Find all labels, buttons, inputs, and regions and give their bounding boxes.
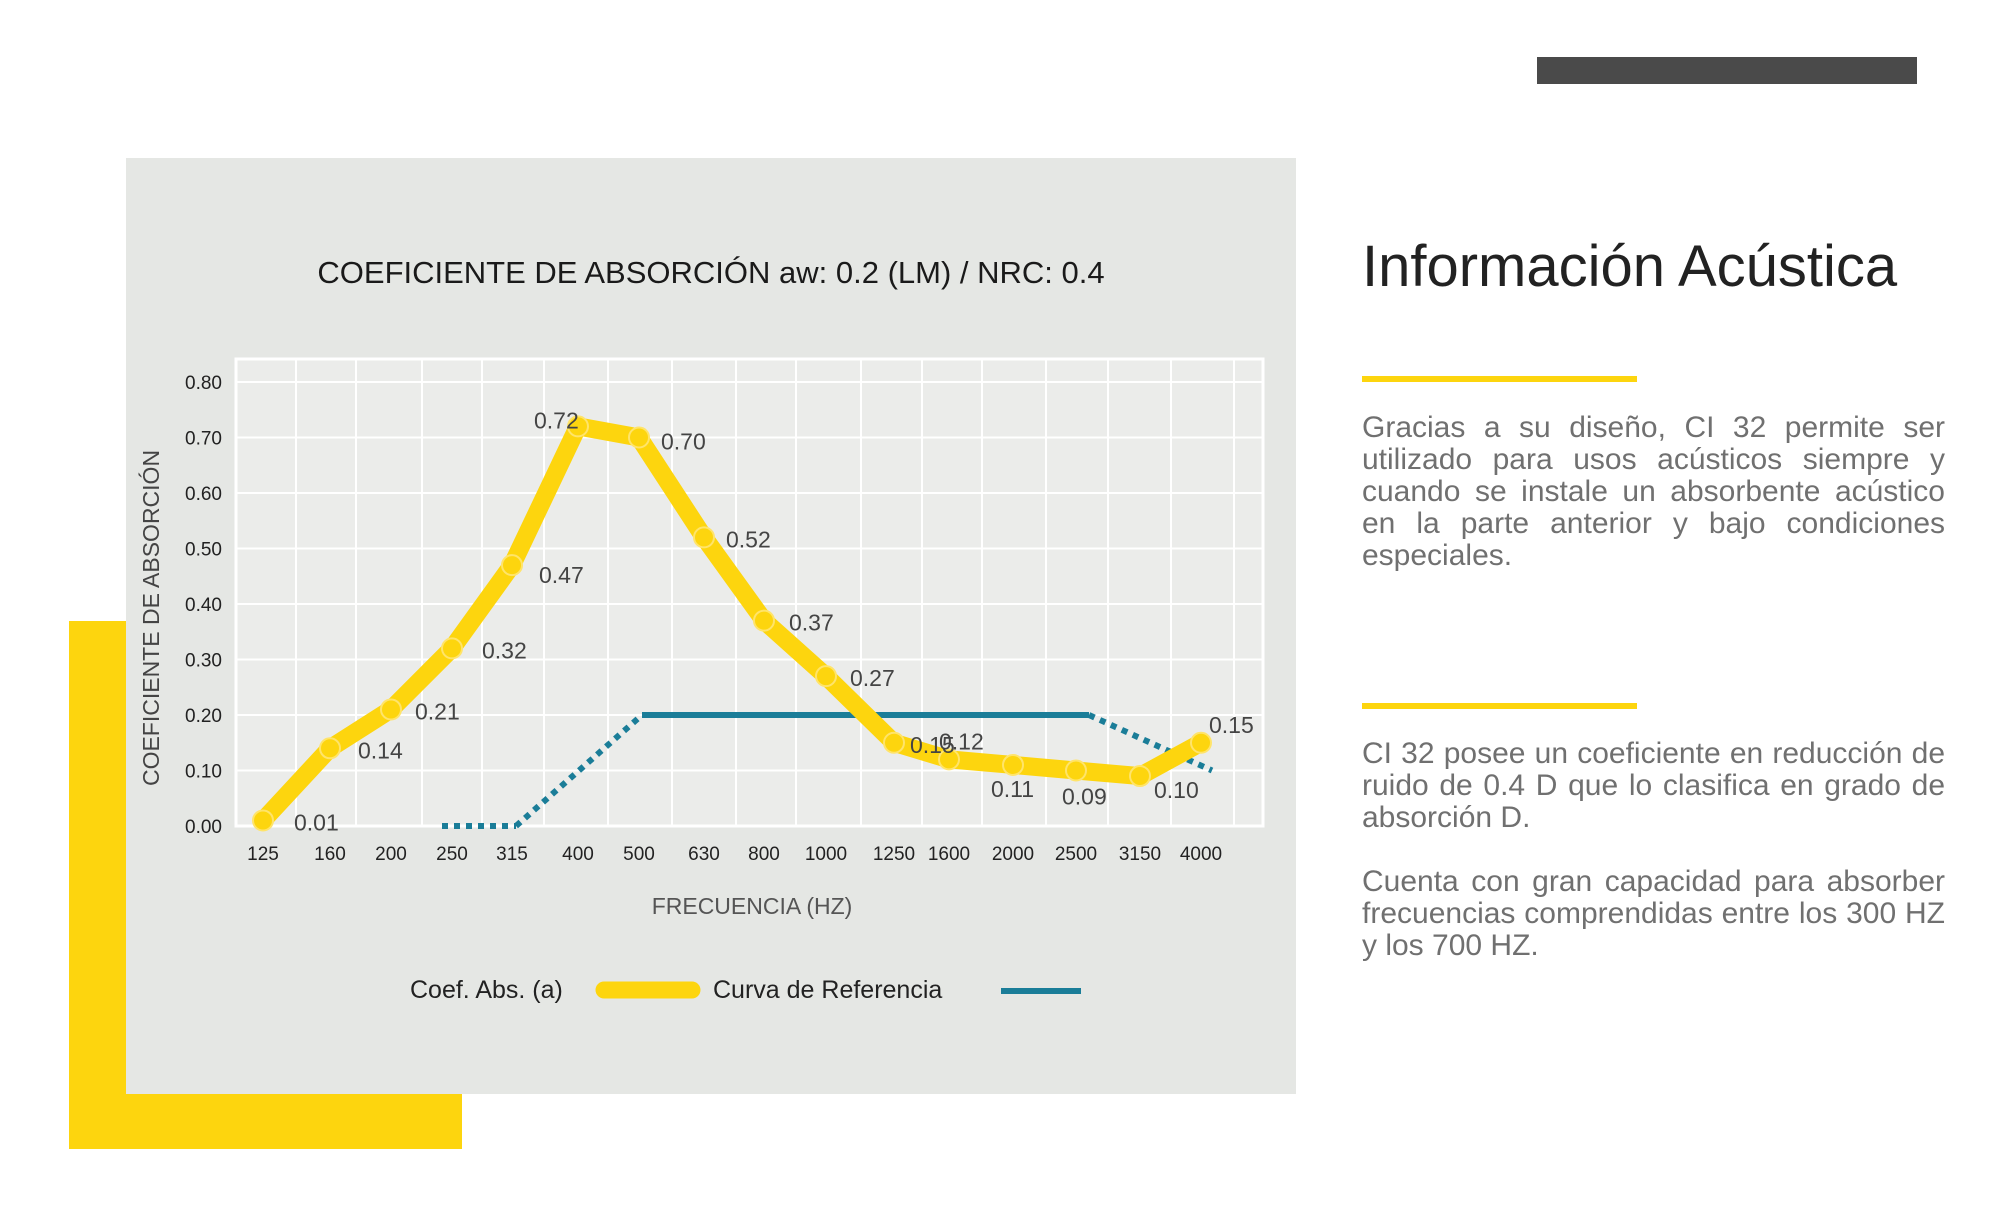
x-tick-label: 2500 [1055,844,1097,865]
coef-data-point [441,637,463,660]
data-label: 0.27 [850,665,895,691]
info-paragraph-1: Gracias a su diseño, CI 32 permite ser u… [1362,411,1945,572]
coef-data-point [883,731,905,754]
info-paragraph-3: Cuenta con gran capacidad para absorber … [1362,865,1945,962]
y-tick-label: 0.00 [185,817,222,838]
coef-series-line [254,417,1210,830]
data-label: 0.47 [539,562,584,588]
yellow-divider-2 [1362,703,1637,709]
legend-label-reference: Curva de Referencia [713,976,942,1004]
x-tick-label: 4000 [1180,844,1222,865]
data-label: 0.72 [534,407,579,433]
x-tick-label: 160 [314,844,346,865]
info-paragraph-2: CI 32 posee un coeficiente en reducción … [1362,737,1945,834]
data-label: 0.11 [991,776,1034,802]
data-label: 0.37 [789,610,834,636]
coef-data-point [938,748,960,771]
coef-data-point [815,665,837,688]
data-label: 0.21 [415,698,460,724]
reference-segment-dotted [514,712,644,829]
x-tick-label: 400 [562,844,594,865]
legend-label-coef: Coef. Abs. (a) [410,976,563,1004]
data-label: 0.70 [661,429,706,455]
x-tick-label: 1600 [928,844,970,865]
x-tick-label: 125 [247,844,279,865]
x-tick-label: 3150 [1119,844,1161,865]
data-label: 0.12 [939,728,984,754]
y-tick-label: 0.70 [185,429,222,450]
y-tick-label: 0.10 [185,762,222,783]
x-tick-label: 630 [688,844,720,865]
y-axis-label: COEFICIENTE DE ABSORCIÓN [138,450,164,786]
data-label: 0.14 [358,737,403,763]
coef-data-point [319,737,341,760]
data-label: 0.10 [1154,777,1199,803]
coef-data-point [693,526,715,549]
data-label: 0.52 [726,526,771,552]
x-tick-label: 500 [623,844,655,865]
yellow-divider-1 [1362,376,1637,382]
chart-title: COEFICIENTE DE ABSORCIÓN aw: 0.2 (LM) / … [317,255,1105,290]
y-tick-label: 0.40 [185,595,222,616]
y-tick-label: 0.20 [185,706,222,727]
top-accent-bar [1537,57,1917,84]
x-tick-label: 2000 [992,844,1034,865]
coef-data-point [1190,731,1212,754]
coef-data-point [1002,753,1024,776]
info-title: Información Acústica [1362,234,1898,299]
x-tick-label: 1000 [805,844,847,865]
x-tick-label: 200 [375,844,407,865]
data-label: 0.32 [482,637,527,663]
coef-data-point [501,554,523,577]
coef-data-point [1065,759,1087,782]
y-tick-label: 0.60 [185,484,222,505]
coef-data-point [380,698,402,721]
coef-data-point [753,609,775,632]
x-axis-label: FRECUENCIA (HZ) [652,893,853,919]
data-label: 0.15 [1209,712,1254,738]
coef-data-point [252,809,274,832]
coef-data-point [1129,765,1151,788]
data-label: 0.01 [294,809,339,835]
y-tick-label: 0.30 [185,651,222,672]
legend: Coef. Abs. (a) Curva de Referencia [410,976,1081,1004]
coef-data-point [567,415,589,438]
x-tick-label: 1250 [873,844,915,865]
y-tick-label: 0.50 [185,540,222,561]
absorption-chart: 0.00 0.10 0.20 0.30 0.40 0.50 0.60 0.70 0.80 125 1… [138,357,1265,1004]
y-tick-label: 0.80 [185,373,222,394]
coef-data-point [628,426,650,449]
x-tick-label: 315 [496,844,528,865]
data-label: 0.09 [1062,784,1107,810]
x-tick-label: 250 [436,844,468,865]
data-label: 0.15 [910,732,955,758]
x-tick-label: 800 [748,844,780,865]
reference-segment-dotted [1087,712,1214,774]
